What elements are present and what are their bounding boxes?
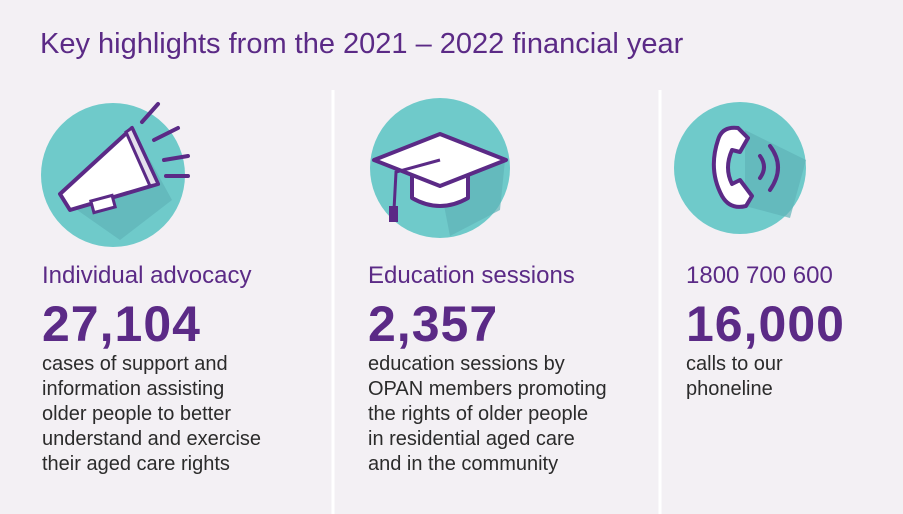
description-line: their aged care rights — [42, 453, 230, 475]
highlight-number: 27,104 — [42, 296, 201, 352]
description-line: OPAN members promoting — [368, 378, 607, 400]
highlight-number: 2,357 — [368, 296, 499, 352]
title: Key highlights from the 2021 – 2022 fina… — [40, 28, 684, 60]
description-line: older people to better — [42, 403, 232, 425]
highlight-column: Education sessions 2,357 education session… — [368, 262, 668, 477]
highlight-column: 1800 700 600 16,000 calls to our phoneline — [686, 262, 903, 402]
highlight-number: 16,000 — [686, 296, 845, 352]
highlight-heading: Education sessions — [368, 262, 575, 289]
highlight-heading: Individual advocacy — [42, 262, 252, 289]
description-line: the rights of older people — [368, 403, 589, 425]
highlight-column: Individual advocacy 27,104 cases of suppor… — [42, 262, 342, 477]
graduation-cap-icon — [370, 98, 510, 238]
description-line: education sessions by — [368, 353, 565, 375]
description-line: in residential aged care — [368, 428, 575, 450]
phone-icon — [674, 102, 806, 234]
megaphone-icon — [41, 102, 190, 247]
highlight-heading: 1800 700 600 — [686, 262, 833, 289]
description-line: phoneline — [686, 378, 773, 400]
description-line: cases of support and — [42, 353, 228, 375]
description-line: and in the community — [368, 453, 559, 475]
description-line: calls to our — [686, 353, 783, 375]
description-line: information assisting — [42, 378, 225, 400]
description-line: understand and exercise — [42, 428, 262, 450]
